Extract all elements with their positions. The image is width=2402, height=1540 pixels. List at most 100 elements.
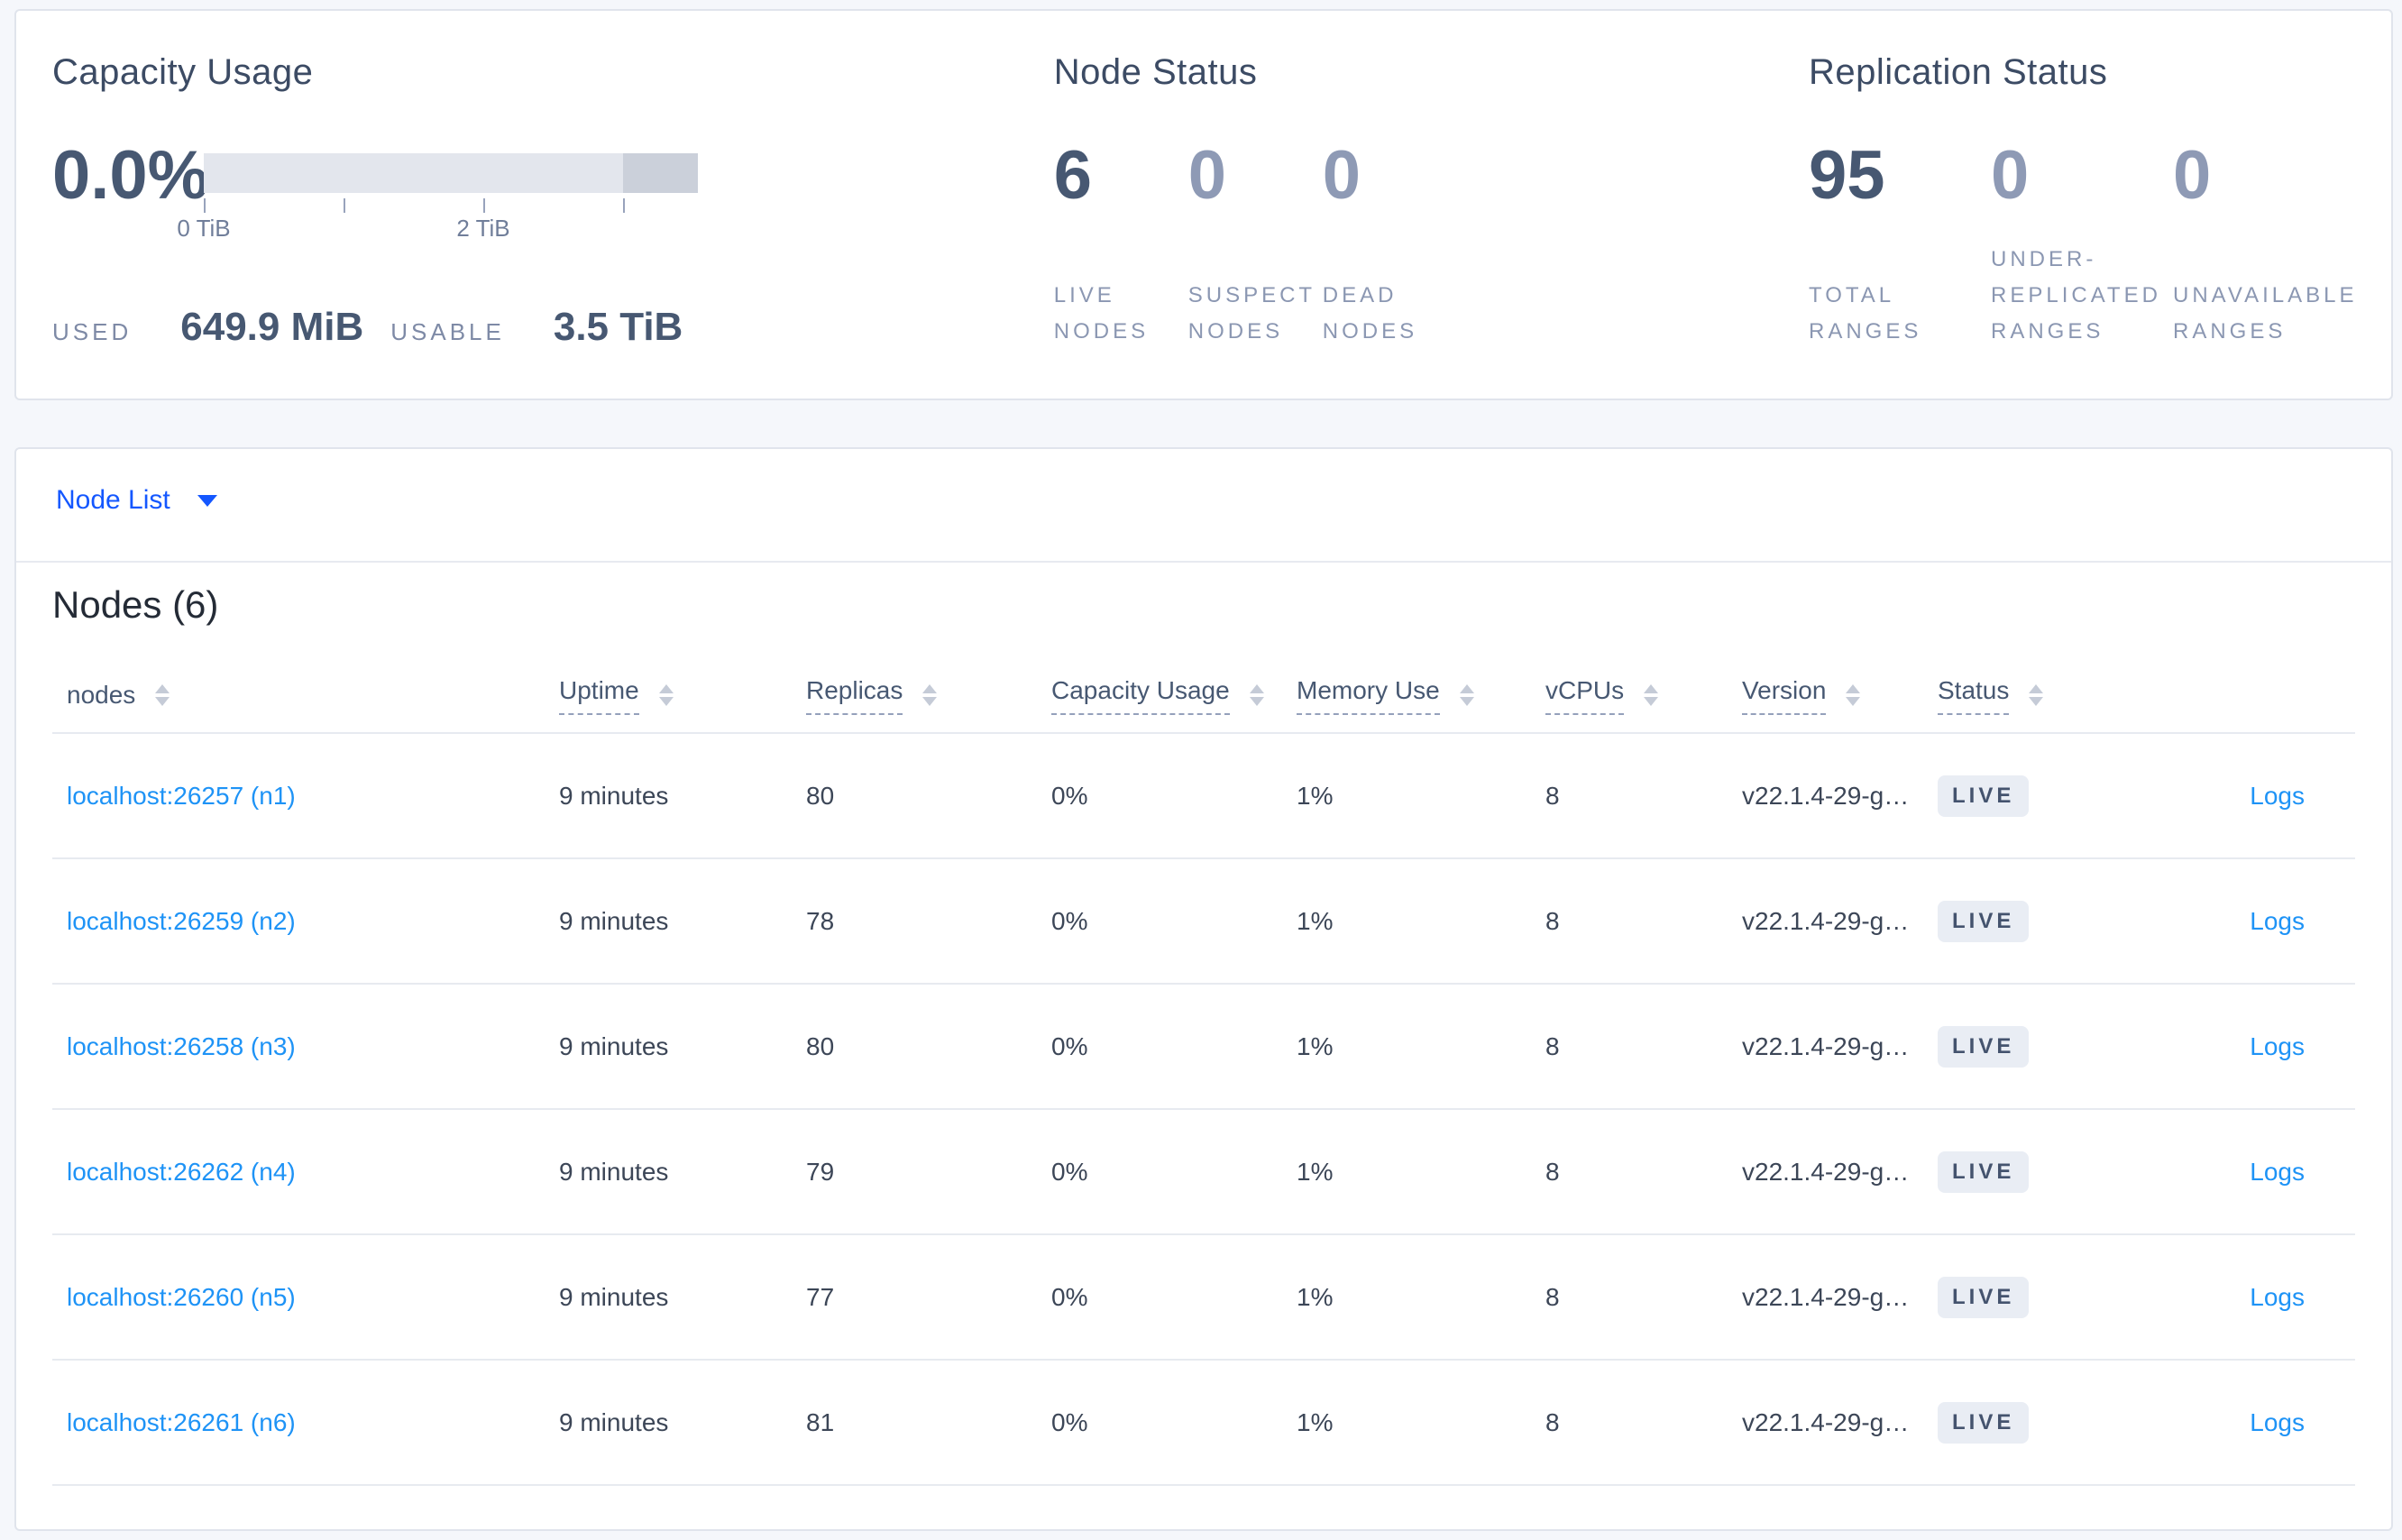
node-link[interactable]: localhost:26261 (n6) [67,1407,296,1436]
status-badge: LIVE [1938,1150,2030,1193]
axis-label-2tib: 2 TiB [456,215,510,242]
memory-cell: 1% [1297,1031,1334,1060]
node-list-card: Node List Nodes (6) nodes Uptime [14,447,2393,1531]
column-header-vcpus[interactable]: vCPUs [1545,676,1742,715]
table-row: localhost:26258 (n3) 9 minutes 80 0% 1% … [52,985,2355,1110]
cluster-overview-page: Capacity Usage 0.0% 0 TiB 2 TiB [0,9,2402,1531]
replication-status-title: Replication Status [1809,52,2108,92]
version-cell: v22.1.4-29-g… [1742,1031,1910,1060]
replicas-cell: 81 [806,1407,835,1436]
version-cell: v22.1.4-29-g… [1742,906,1910,935]
logs-link[interactable]: Logs [2250,1157,2305,1186]
capacity-cell: 0% [1051,1282,1088,1311]
node-link[interactable]: localhost:26260 (n5) [67,1282,296,1311]
node-link[interactable]: localhost:26257 (n1) [67,781,296,810]
column-header-nodes[interactable]: nodes [67,681,559,710]
uptime-cell: 9 minutes [559,1157,669,1186]
capacity-usage-section: Capacity Usage 0.0% 0 TiB 2 TiB [52,50,1054,362]
replicas-cell: 77 [806,1282,835,1311]
capacity-bar [204,153,698,193]
vcpus-cell: 8 [1545,781,1560,810]
status-badge: LIVE [1938,900,2030,942]
capacity-axis-ticks [204,198,698,213]
suspect-nodes-stat: 0 SUSPECT NODES [1187,137,1316,344]
axis-label-0tib: 0 TiB [177,215,231,242]
column-header-status[interactable]: Status [1938,676,2156,715]
version-cell: v22.1.4-29-g… [1742,1407,1910,1436]
usable-value: 3.5 TiB [553,305,683,349]
uptime-cell: 9 minutes [559,781,669,810]
replicas-cell: 79 [806,1157,835,1186]
sort-icon [1459,684,1474,706]
logs-link[interactable]: Logs [2250,781,2305,810]
node-list-dropdown[interactable]: Node List [56,485,217,516]
total-ranges-stat: 95 TOTAL RANGES [1809,137,1922,344]
logs-link[interactable]: Logs [2250,1282,2305,1311]
node-link[interactable]: localhost:26262 (n4) [67,1157,296,1186]
capacity-usage-title: Capacity Usage [52,52,314,92]
node-status-title: Node Status [1053,52,1258,92]
capacity-cell: 0% [1051,781,1088,810]
nodes-table: nodes Uptime Replicas Capacity Usage [52,658,2355,1486]
uptime-cell: 9 minutes [559,1407,669,1436]
capacity-percent-value: 0.0% [52,137,209,214]
capacity-cell: 0% [1051,1031,1088,1060]
capacity-cell: 0% [1051,906,1088,935]
version-cell: v22.1.4-29-g… [1742,781,1910,810]
used-value: 649.9 MiB [180,305,364,349]
logs-link[interactable]: Logs [2250,906,2305,935]
replicas-cell: 80 [806,1031,835,1060]
column-header-version[interactable]: Version [1742,676,1938,715]
unavailable-ranges-stat: 0 UNAVAILABLE RANGES [2173,137,2358,344]
table-header-row: nodes Uptime Replicas Capacity Usage [52,658,2355,734]
node-link[interactable]: localhost:26259 (n2) [67,906,296,935]
used-label: USED [52,318,133,345]
capacity-bar-dark-segment [623,153,698,193]
cluster-summary-card: Capacity Usage 0.0% 0 TiB 2 TiB [14,9,2393,400]
sort-icon [922,684,938,706]
dead-nodes-stat: 0 DEAD NODES [1322,137,1418,344]
column-header-capacity-usage[interactable]: Capacity Usage [1051,676,1297,715]
memory-cell: 1% [1297,781,1334,810]
live-nodes-stat: 6 LIVE NODES [1053,137,1150,344]
nodes-section: Nodes (6) nodes Uptime Replicas [16,563,2391,1529]
logs-link[interactable]: Logs [2250,1407,2305,1436]
sort-icon [2029,684,2044,706]
table-row: localhost:26259 (n2) 9 minutes 78 0% 1% … [52,859,2355,985]
vcpus-cell: 8 [1545,1282,1560,1311]
table-row: localhost:26261 (n6) 9 minutes 81 0% 1% … [52,1361,2355,1486]
uptime-cell: 9 minutes [559,906,669,935]
nodes-title: Nodes (6) [52,583,219,626]
table-row: localhost:26260 (n5) 9 minutes 77 0% 1% … [52,1235,2355,1361]
status-badge: LIVE [1938,1276,2030,1318]
status-badge: LIVE [1938,1025,2030,1068]
node-list-dropdown-label: Node List [56,485,170,515]
sort-icon [155,684,170,706]
version-cell: v22.1.4-29-g… [1742,1282,1910,1311]
under-replicated-ranges-stat: 0 UNDER-REPLICATED RANGES [1991,137,2161,344]
capacity-cell: 0% [1051,1407,1088,1436]
status-badge: LIVE [1938,775,2030,817]
table-row: localhost:26257 (n1) 9 minutes 80 0% 1% … [52,734,2355,859]
table-row: localhost:26262 (n4) 9 minutes 79 0% 1% … [52,1110,2355,1235]
column-header-uptime[interactable]: Uptime [559,676,806,715]
replication-status-section: Replication Status 95 TOTAL RANGES 0 UND… [1809,50,2355,362]
usable-label: USABLE [390,318,505,345]
logs-link[interactable]: Logs [2250,1031,2305,1060]
column-header-memory-use[interactable]: Memory Use [1297,676,1545,715]
node-link[interactable]: localhost:26258 (n3) [67,1031,296,1060]
vcpus-cell: 8 [1545,1407,1560,1436]
capacity-axis-labels: 0 TiB 2 TiB [177,215,698,242]
vcpus-cell: 8 [1545,1031,1560,1060]
sort-icon [658,684,674,706]
sort-icon [1249,684,1264,706]
status-badge: LIVE [1938,1401,2030,1444]
capacity-bar-chart: 0 TiB 2 TiB [177,153,698,242]
uptime-cell: 9 minutes [559,1031,669,1060]
view-selector-bar: Node List [16,449,2391,563]
sort-icon [1846,684,1861,706]
column-header-replicas[interactable]: Replicas [806,676,1051,715]
capacity-legend: USED 649.9 MiB USABLE 3.5 TiB [52,305,1054,350]
memory-cell: 1% [1297,906,1334,935]
memory-cell: 1% [1297,1282,1334,1311]
